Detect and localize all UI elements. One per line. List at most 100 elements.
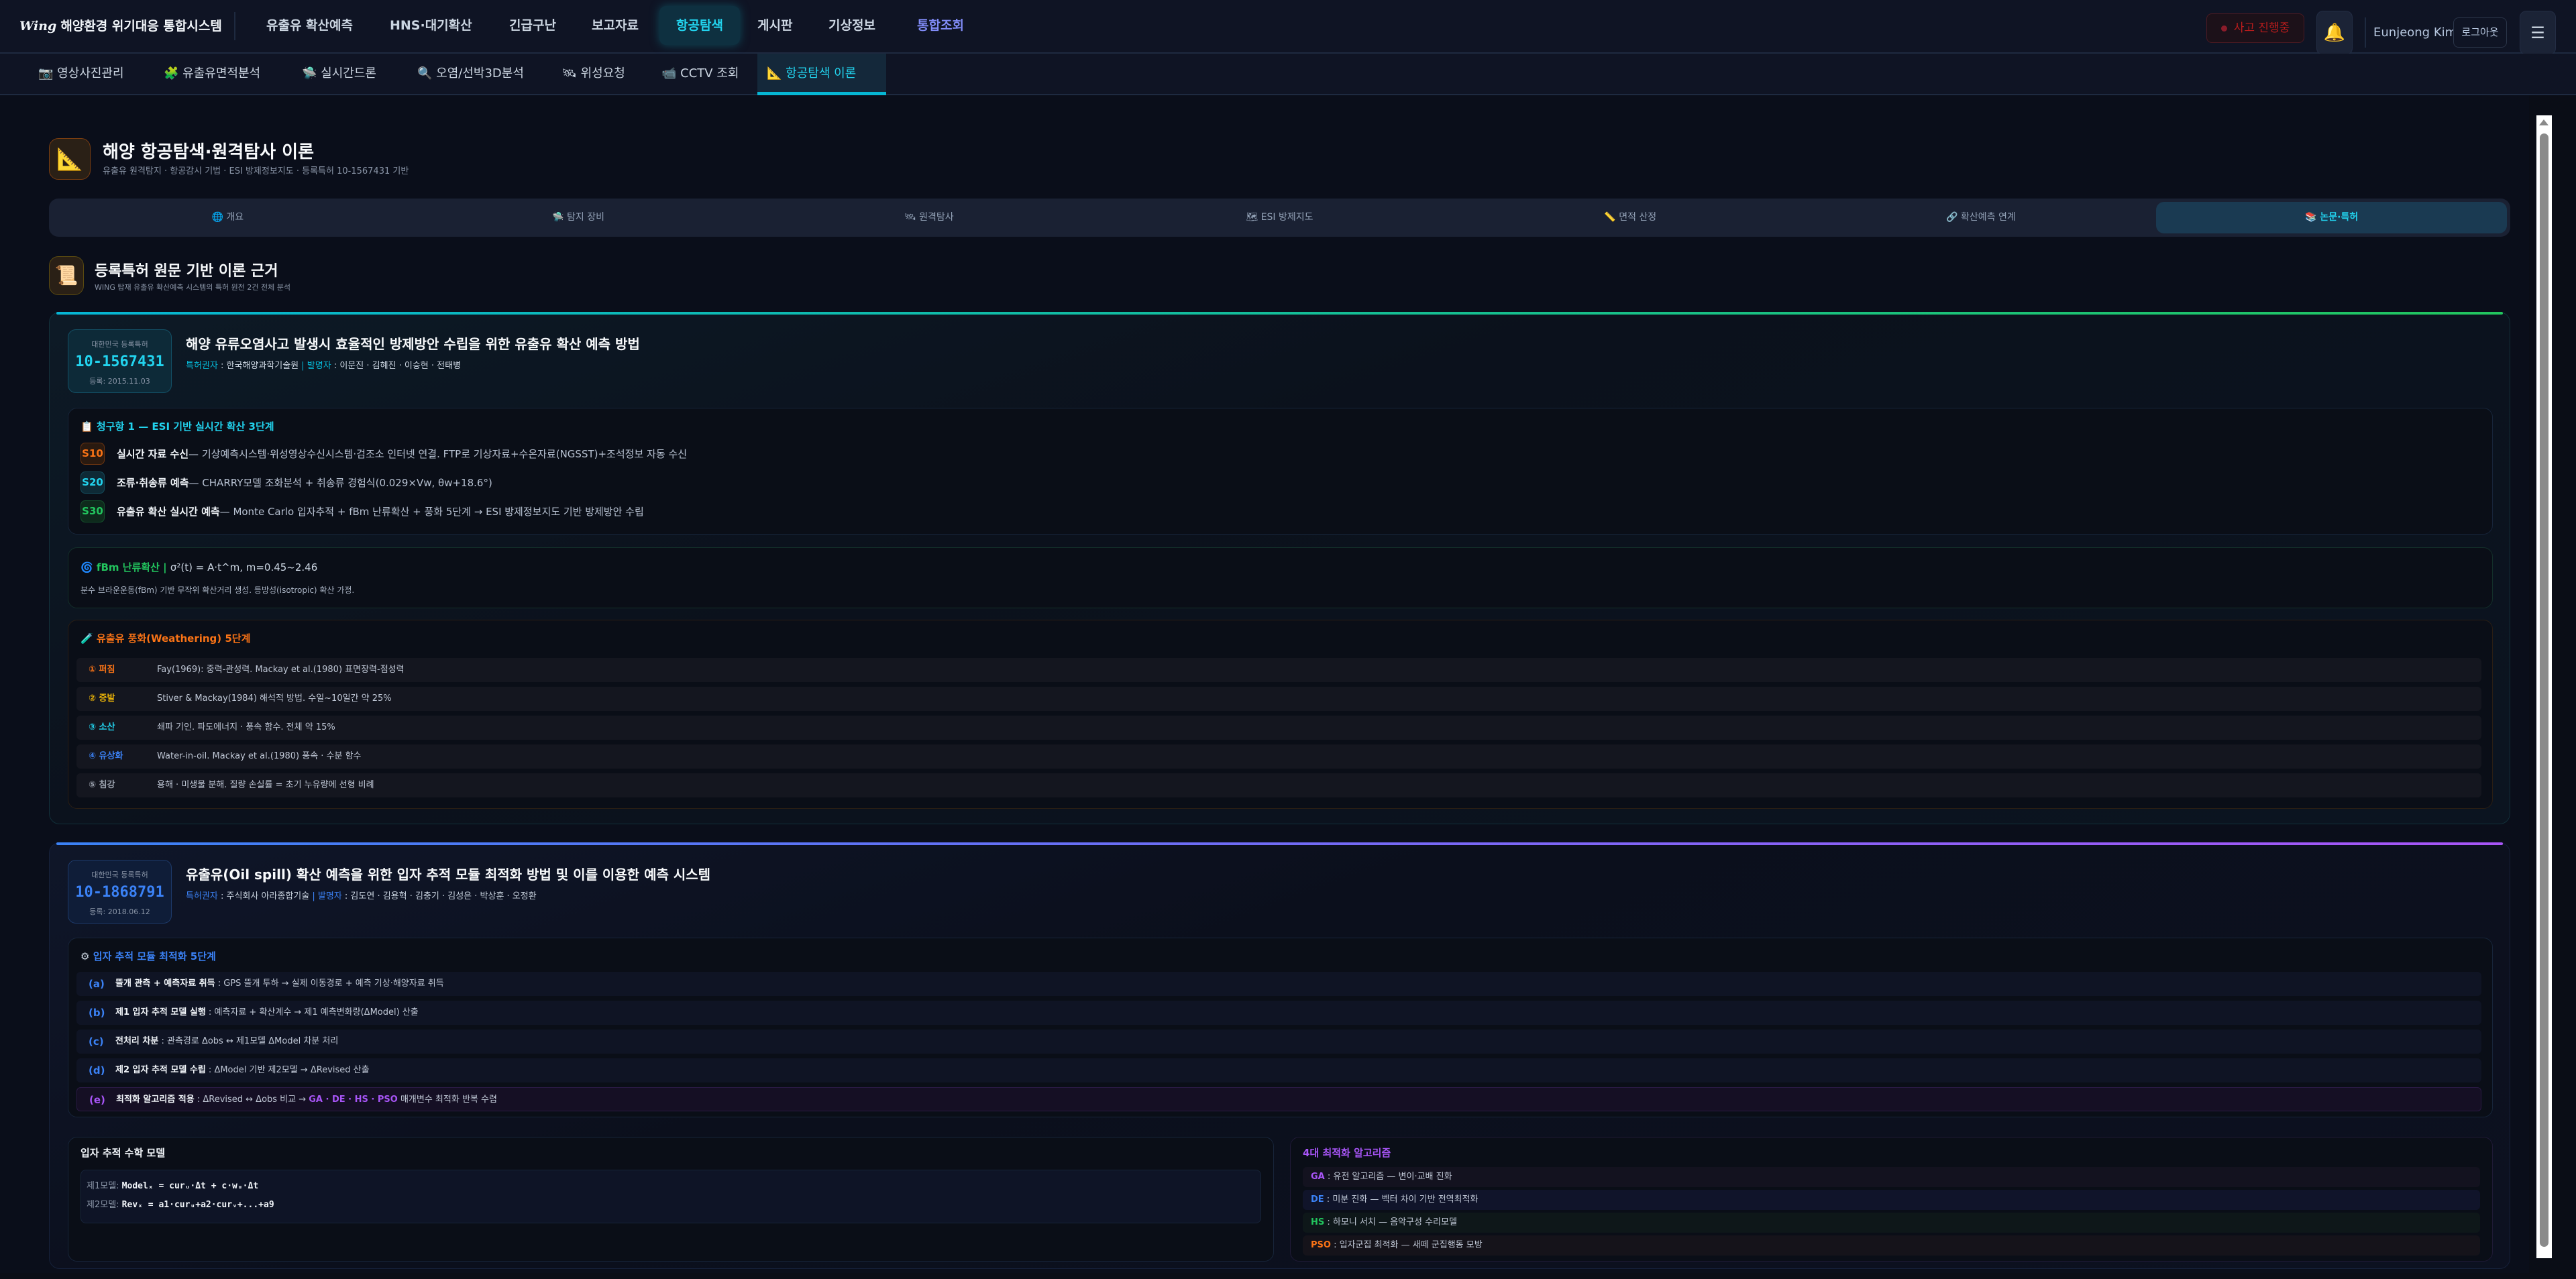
claim-step: S10 실시간 자료 수신 — 기상예측시스템·위성영상수신시스템·검조소 인터넷… [80, 442, 687, 465]
algorithm-row: PSO : 입자군집 최적화 — 새떼 군집행동 모방 [1303, 1235, 2480, 1256]
subnav-oil-area-analysis[interactable]: 🧩 유출유면적분석 [164, 66, 261, 80]
claim-step: S20 조류·취송류 예측 — CHARRY모델 조화분석 + 취송류 경험식(0… [80, 471, 492, 494]
weathering-stage-row: ② 증발 Stiver & Mackay(1984) 해석적 방법. 수일~10일… [76, 687, 2481, 711]
divider [234, 12, 235, 40]
card-accent [56, 312, 2503, 315]
triangle-ruler-icon: 📐 [49, 138, 91, 180]
menu-button[interactable]: ☰ [2520, 11, 2556, 55]
claim-title: 📋 청구항 1 — ESI 기반 실시간 확산 3단계 [80, 421, 274, 433]
scroll-up-arrow-icon[interactable] [2539, 119, 2548, 125]
page-subtitle: 유출유 원격탐지 · 항공감시 기법 · ESI 방제정보지도 · 등록특허 1… [103, 166, 409, 176]
subnav-photo-management[interactable]: 📷 영상사진관리 [38, 66, 124, 80]
optimization-step-row: (b) 제1 입자 추적 모델 실행 : 예측자료 + 확산계수 → 제1 예측변… [76, 1001, 2481, 1025]
optimization-step-row: (a) 뜰개 관측 + 예측자료 취득 : GPS 뜰개 투하 → 실제 이동경로… [76, 972, 2481, 996]
clipboard-icon: 📋 [80, 421, 93, 433]
weathering-box: 🧪 유출유 풍화(Weathering) 5단계 ① 퍼짐 Fay(1969): … [68, 620, 2493, 809]
tab-papers-patents[interactable]: 📚 논문·특허 [2156, 202, 2508, 233]
subnav-aerial-theory[interactable]: 📐 항공탐색 이론 [757, 54, 886, 95]
weathering-stage-row: ① 퍼짐 Fay(1969): 중력-관성력. Mackay et al.(198… [76, 658, 2481, 682]
math-model-box: 입자 추적 수학 모델 제1모델: Modelₓ = curᵤ·Δt + c·w… [68, 1137, 1274, 1262]
logout-button[interactable]: 로그아웃 [2453, 17, 2507, 48]
steps-box: ⚙ 입자 추적 모듈 최적화 5단계 (a) 뜰개 관측 + 예측자료 취득 : … [68, 938, 2493, 1117]
patent-badge: 대한민국 등록특허 10-1868791 등록: 2018.06.12 [68, 860, 172, 924]
sub-navigation: 📷 영상사진관리 🧩 유출유면적분석 🛸 실시간드론 🔍 오염/선박3D분석 🛰… [0, 54, 2576, 95]
subnav-cctv[interactable]: 📹 CCTV 조회 [661, 66, 739, 80]
claim-box: 📋 청구항 1 — ESI 기반 실시간 확산 3단계 S10 실시간 자료 수신… [68, 408, 2493, 535]
fbm-description: 분수 브라운운동(fBm) 기반 무작위 확산거리 생성. 등방성(isotro… [80, 586, 355, 595]
globe-icon: 🌐 [211, 212, 223, 223]
algorithm-row: HS : 하모니 서치 — 음악구성 수리모델 [1303, 1213, 2480, 1233]
incident-status-button[interactable]: 사고 진행중 [2206, 13, 2304, 43]
tab-overview[interactable]: 🌐 개요 [211, 212, 244, 223]
optimization-step-row: (d) 제2 입자 추적 모델 수립 : ΔModel 기반 제2모델 → ΔRe… [76, 1058, 2481, 1082]
satellite-icon: 🛰 [561, 66, 577, 80]
nav-weather[interactable]: 기상정보 [828, 18, 875, 33]
gear-icon: ⚙ [80, 950, 90, 962]
notification-button[interactable]: 🔔 [2316, 11, 2353, 55]
optimization-step-row: (e) 최적화 알고리즘 적용 : ΔRevised ↔ Δobs 비교 → GA… [76, 1087, 2481, 1111]
top-bar: Wing 해양환경 위기대응 통합시스템 유출유 확산예측 HNS·대기확산 긴급… [0, 0, 2576, 55]
section-subtitle: WING 탑재 유출유 확산예측 시스템의 특허 원전 2건 전체 분석 [95, 283, 290, 292]
claim-step: S30 유출유 확산 실시간 예측 — Monte Carlo 입자추적 + fB… [80, 500, 644, 522]
theory-tabs: 🌐 개요 🛸 탐지 장비 🛰 원격탐사 🗺 ESI 방제지도 📏 면적 산정 🔗… [49, 199, 2510, 237]
status-dot-icon [2220, 25, 2227, 32]
section-title: 등록특허 원문 기반 이론 근거 [95, 263, 278, 280]
patent-meta: 특허권자 : 한국해양과학기술원 | 발명자 : 이문진 · 김혜진 · 이승현… [186, 361, 462, 371]
registration-date: 등록: 2015.11.03 [89, 377, 150, 386]
patent-meta: 특허권자 : 주식회사 아라종합기술 | 발명자 : 김도연 · 김용혁 · 김… [186, 891, 537, 901]
tab-area-calculation[interactable]: 📏 면적 산정 [1604, 212, 1657, 223]
main-content: 📐 해양 항공탐색·원격탐사 이론 유출유 원격탐지 · 항공감시 기법 · E… [0, 95, 2529, 1273]
scrollbar[interactable] [2536, 115, 2552, 1258]
patent-card: 대한민국 등록특허 10-1868791 등록: 2018.06.12 유출유(… [49, 842, 2510, 1269]
camera-icon: 📷 [38, 66, 54, 80]
app-logo[interactable]: Wing 해양환경 위기대응 통합시스템 [19, 19, 222, 34]
fbm-box: 🌀 fBm 난류확산 | σ²(t) = A·t^m, m=0.45~2.46 … [68, 547, 2493, 608]
patent-badge: 대한민국 등록특허 10-1567431 등록: 2015.11.03 [68, 329, 172, 393]
user-name: Eunjeong Kim [2373, 25, 2457, 40]
nav-oil-spill-prediction[interactable]: 유출유 확산예측 [266, 18, 353, 33]
patent-title: 해양 유류오염사고 발생시 효율적인 방제방안 수립을 위한 유출유 확산 예측… [186, 336, 640, 352]
map-icon: 🗺 [1246, 212, 1258, 223]
triangle-ruler-icon: 📐 [767, 66, 782, 80]
tab-prediction-link[interactable]: 🔗 확산예측 연계 [1946, 212, 2016, 223]
drone-icon: 🛸 [552, 212, 564, 223]
drone-icon: 🛸 [302, 66, 317, 80]
nav-reports[interactable]: 보고자료 [592, 18, 639, 33]
scrollbar-thumb[interactable] [2540, 133, 2548, 1247]
math-model-title: 입자 추적 수학 모델 [80, 1147, 166, 1159]
page-title: 해양 항공탐색·원격탐사 이론 [103, 142, 315, 162]
weathering-stage-row: ⑤ 침강 용해 · 미생물 분해. 질량 손실률 = 초기 누유량에 선형 비례 [76, 773, 2481, 797]
test-tube-icon: 🧪 [80, 632, 93, 645]
subnav-satellite-request[interactable]: 🛰 위성요청 [561, 66, 625, 80]
magnifier-icon: 🔍 [417, 66, 433, 80]
hamburger-menu-icon: ☰ [2530, 23, 2545, 42]
nav-integrated-search[interactable]: 통합조회 [917, 18, 964, 33]
algorithms-title: 4대 최적화 알고리즘 [1303, 1147, 1391, 1159]
patent-number: 10-1567431 [75, 353, 164, 370]
weathering-stage-row: ③ 소산 쇄파 기인. 파도에너지 · 풍속 함수. 전체 약 15% [76, 716, 2481, 740]
nav-board[interactable]: 게시판 [757, 18, 793, 33]
tab-esi-map[interactable]: 🗺 ESI 방제지도 [1246, 212, 1313, 223]
tab-remote-sensing[interactable]: 🛰 원격탐사 [904, 212, 954, 223]
books-icon: 📚 [2305, 212, 2317, 223]
nav-hns-dispersion[interactable]: HNS·대기확산 [390, 18, 472, 33]
formula-block: 제1모델: Modelₓ = curᵤ·Δt + c·wᵤ·Δt 제2모델: R… [80, 1170, 1261, 1223]
fbm-formula: σ²(t) = A·t^m, m=0.45~2.46 [170, 561, 318, 573]
tab-detection-equipment[interactable]: 🛸 탐지 장비 [552, 212, 605, 223]
nav-emergency-rescue[interactable]: 긴급구난 [509, 18, 556, 33]
algorithms-box: 4대 최적화 알고리즘 GA : 유전 알고리즘 — 변이·교배 진화 DE : … [1290, 1137, 2493, 1262]
app-title: 해양환경 위기대응 통합시스템 [60, 19, 222, 34]
subnav-realtime-drone[interactable]: 🛸 실시간드론 [302, 66, 376, 80]
satellite-icon: 🛰 [904, 212, 916, 223]
ruler-icon: 📏 [1604, 212, 1616, 223]
video-camera-icon: 📹 [661, 66, 677, 80]
card-accent [56, 842, 2503, 845]
registration-date: 등록: 2018.06.12 [89, 907, 150, 916]
patent-card: 대한민국 등록특허 10-1567431 등록: 2015.11.03 해양 유… [49, 312, 2510, 824]
link-icon: 🔗 [1946, 212, 1958, 223]
weathering-stage-row: ④ 유상화 Water-in-oil. Mackay et al.(1980) 풍… [76, 744, 2481, 769]
puzzle-icon: 🧩 [164, 66, 179, 80]
nav-aerial-search[interactable]: 항공탐색 [659, 6, 740, 45]
spiral-icon: 🌀 [80, 561, 93, 573]
subnav-3d-analysis[interactable]: 🔍 오염/선박3D분석 [417, 66, 524, 80]
